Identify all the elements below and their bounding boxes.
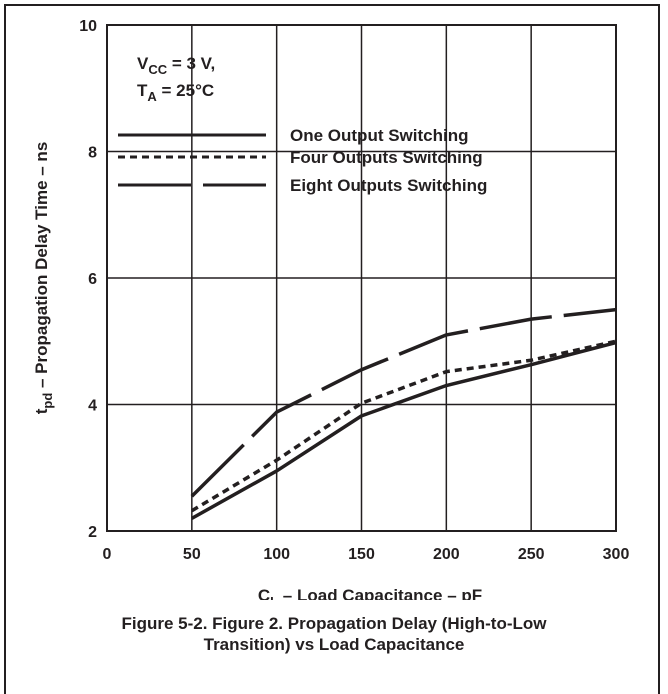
x-tick-label: 200	[433, 546, 460, 563]
series-line-four-outputs	[190, 339, 617, 513]
x-tick-label: 50	[183, 546, 201, 563]
figure-caption-line-2: Transition) vs Load Capacitance	[203, 635, 465, 654]
y-tick-label: 4	[88, 398, 97, 415]
tick-labels: 0 50 100 150 200 250 300 2 4 6 8 10	[79, 18, 629, 563]
series-line-one-output	[190, 340, 617, 520]
vcc-condition: VCC = 3 V,	[137, 54, 215, 77]
legend: One Output Switching Four Outputs Switch…	[118, 126, 487, 195]
x-tick-label: 100	[263, 546, 290, 563]
series-lines	[190, 307, 617, 520]
y-tick-label: 2	[88, 524, 97, 541]
series-line-eight-outputs	[190, 307, 617, 498]
propagation-delay-chart: 0 50 100 150 200 250 300 2 4 6 8 10 VCC = 3 V, TA =…	[32, 18, 629, 600]
plot-area	[106, 24, 617, 532]
figure-caption-line-1: Figure 5-2. Figure 2. Propagation Delay …	[121, 614, 547, 633]
ta-condition: TA = 25°C	[137, 81, 214, 104]
grid-lines	[106, 24, 617, 532]
legend-label-one-output: One Output Switching	[290, 126, 468, 145]
y-axis-title: tpd – Propagation Delay Time – ns	[32, 142, 55, 415]
x-tick-label: 250	[518, 546, 545, 563]
y-tick-label: 6	[88, 271, 97, 288]
legend-label-eight-outputs: Eight Outputs Switching	[290, 176, 487, 195]
y-tick-label: 10	[79, 18, 97, 35]
figure-frame	[4, 4, 660, 694]
y-tick-label: 8	[88, 145, 97, 162]
x-tick-label: 0	[103, 546, 112, 563]
x-axis-title: CL – Load Capacitance – pF	[258, 586, 482, 600]
x-tick-label: 300	[603, 546, 630, 563]
legend-label-four-outputs: Four Outputs Switching	[290, 148, 483, 167]
x-tick-label: 150	[348, 546, 375, 563]
